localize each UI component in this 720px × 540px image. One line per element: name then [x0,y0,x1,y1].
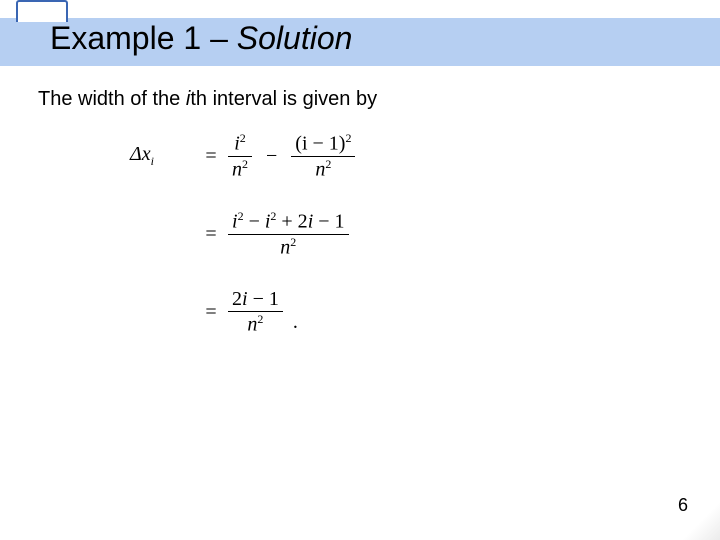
intro-pre: The width of the [38,88,186,110]
frac-2-num: i2 − i2 + 2i − 1 [228,209,349,234]
math-row-2: = i2 − i2 + 2i − 1 n2 [130,208,470,260]
frac-2: i2 − i2 + 2i − 1 n2 [228,209,349,259]
math-row-3: = 2i − 1 n2 . [130,286,470,338]
frac-3: 2i − 1 n2 [228,287,283,337]
math-lhs: Δxi [130,143,200,169]
minus-1: − [266,145,277,168]
slide-title: Example 1 – Solution [50,20,352,57]
math-block: Δxi = i2 n2 − (i − 1)2 n2 = i2 − i2 + 2i… [130,130,470,364]
frac-3-den: n2 [243,312,267,337]
equals-1: = [200,145,222,168]
equals-2: = [200,223,222,246]
frac-1b-num: (i − 1)2 [291,131,355,156]
frac-2-den: n2 [276,235,300,260]
math-row-1: Δxi = i2 n2 − (i − 1)2 n2 [130,130,470,182]
intro-post: th interval is given by [190,88,377,110]
intro-text: The width of the ith interval is given b… [38,88,377,111]
equals-3: = [200,301,222,324]
delta-x: Δx [130,143,151,165]
title-tab-decoration [16,0,68,22]
title-italic: Solution [237,20,353,56]
page-number: 6 [678,495,688,516]
frac-1b-den: n2 [311,157,335,182]
frac-3-num: 2i − 1 [228,287,283,311]
frac-1a-num: i2 [230,131,250,156]
delta-x-sub: i [151,154,154,168]
trailing-period: . [293,311,298,338]
title-prefix: Example 1 – [50,20,237,56]
frac-1a: i2 n2 [228,131,252,181]
frac-1a-den: n2 [228,157,252,182]
frac-1b: (i − 1)2 n2 [291,131,355,181]
